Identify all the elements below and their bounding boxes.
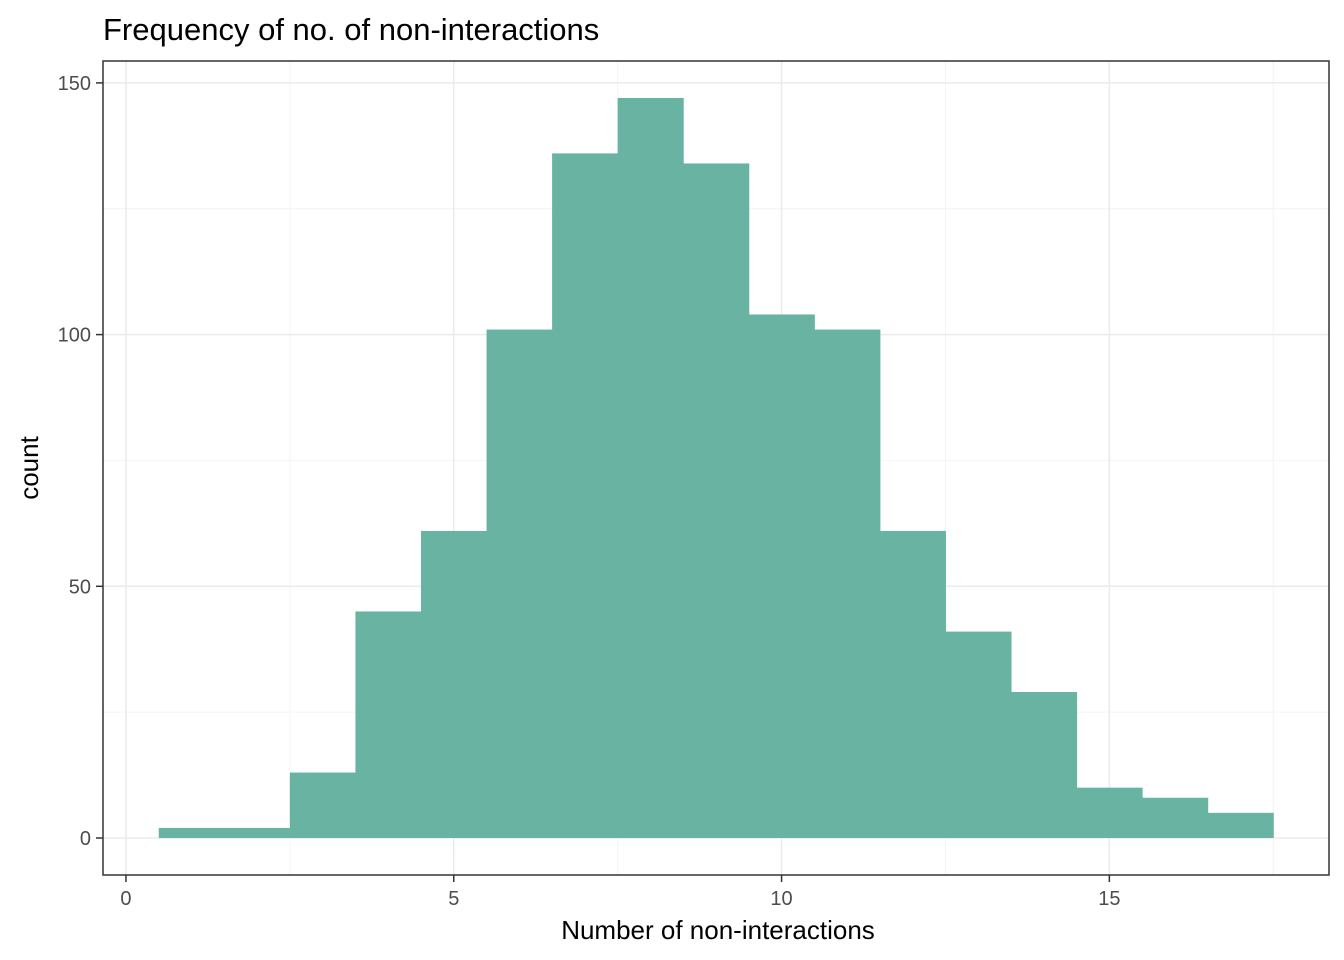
y-axis-ticks: 0 50 100 150 <box>58 73 103 850</box>
x-tick-label: 10 <box>770 888 792 910</box>
histogram-bar <box>879 530 946 838</box>
histogram-bar <box>1207 812 1274 838</box>
histogram-bar <box>420 530 488 838</box>
y-tick-label: 100 <box>58 325 91 347</box>
x-tick-label: 5 <box>448 888 459 910</box>
histogram-bar <box>552 153 619 838</box>
y-axis-title: count <box>14 435 44 499</box>
histogram-bar <box>158 827 225 838</box>
histogram-bar <box>486 329 553 838</box>
panel-border <box>102 60 1330 876</box>
x-tick-label: 0 <box>120 888 131 910</box>
y-tick-label: 150 <box>58 73 91 95</box>
x-axis-ticks: 0 5 10 15 <box>120 875 1120 910</box>
histogram-bar <box>945 631 1012 838</box>
histogram-bars <box>158 98 1274 839</box>
histogram-bar <box>814 329 881 838</box>
y-tick-label: 50 <box>69 576 91 598</box>
histogram-bar <box>683 163 750 839</box>
histogram-bar <box>289 772 356 838</box>
histogram-bar <box>224 827 291 838</box>
x-axis-title: Number of non-interactions <box>561 915 875 945</box>
histogram-bar <box>1076 787 1143 838</box>
chart-title: Frequency of no. of non-interactions <box>103 12 599 47</box>
x-tick-label: 15 <box>1098 888 1120 910</box>
y-tick-label: 0 <box>80 828 91 850</box>
histogram-bar <box>617 98 684 838</box>
histogram-bar <box>748 314 815 838</box>
histogram-bar <box>1011 692 1078 838</box>
histogram-bar <box>1142 797 1209 838</box>
histogram-bar <box>355 611 422 838</box>
